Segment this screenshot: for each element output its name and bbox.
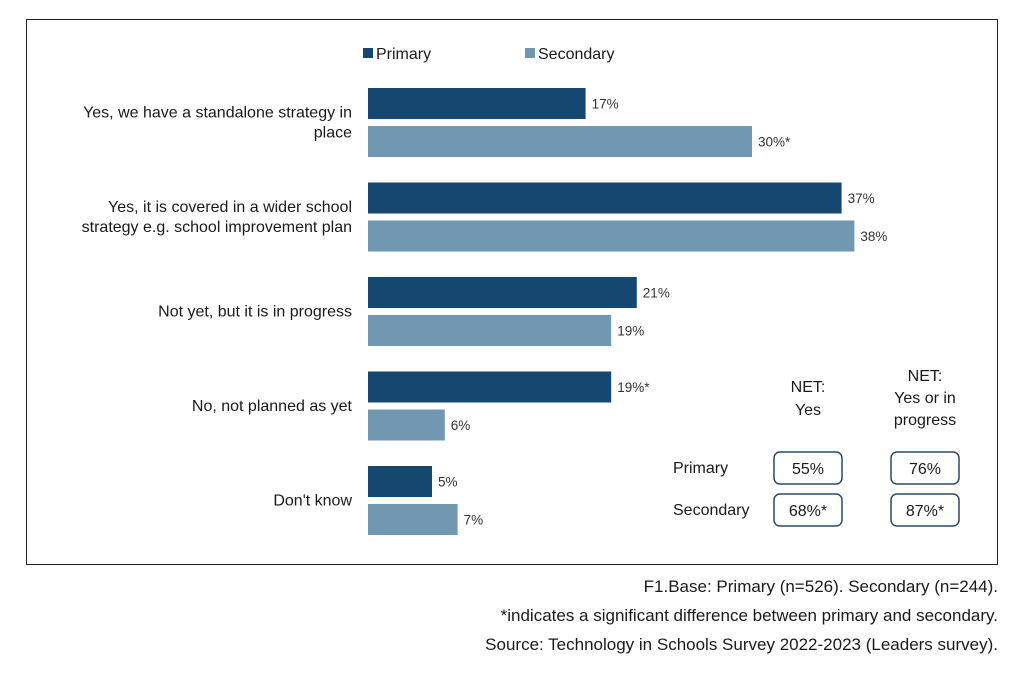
chart-frame <box>26 19 998 565</box>
bar-secondary-3 <box>368 409 445 441</box>
category-label-1: Yes, it is covered in a wider school stra… <box>82 199 352 236</box>
bar-chart: Primary Secondary 17% 30%* 37% 38% 21% 19% 19%*… <box>82 46 960 535</box>
legend: Primary Secondary <box>363 46 615 63</box>
footnote-source: Source: Technology in Schools Survey 202… <box>485 635 998 654</box>
data-label-primary-4: 5% <box>438 475 458 490</box>
legend-label-primary: Primary <box>376 46 431 63</box>
net-value-box-1-1 <box>890 493 960 527</box>
bar-primary-2 <box>368 277 637 308</box>
category-label-4: Don't know <box>273 493 352 510</box>
net-value-box-0-1 <box>890 451 960 485</box>
net-value-0-0: 55% <box>792 461 824 478</box>
net-header-0: NET: Yes <box>791 379 826 419</box>
legend-swatch-primary <box>363 48 373 58</box>
net-table: NET: Yes NET: Yes or in progress Primary 55% 76… <box>673 368 960 527</box>
footnote-base: F1.Base: Primary (n=526). Secondary (n=2… <box>643 577 998 596</box>
bar-primary-0 <box>368 88 586 119</box>
bars-group: 17% 30%* 37% 38% 21% 19% 19%* 6% 5% 7% <box>368 88 887 535</box>
data-label-primary-0: 17% <box>592 97 619 112</box>
data-label-primary-3: 19%* <box>617 380 650 395</box>
bar-secondary-4 <box>368 504 458 535</box>
data-label-secondary-1: 38% <box>860 229 887 244</box>
category-label-3: No, not planned as yet <box>192 398 353 415</box>
category-label-2: Not yet, but it is in progress <box>158 304 352 321</box>
data-label-primary-1: 37% <box>848 191 875 206</box>
net-header-1: NET: Yes or in progress <box>894 368 956 429</box>
net-value-box-0-0 <box>773 451 843 485</box>
bar-primary-4 <box>368 466 432 497</box>
data-label-primary-2: 21% <box>643 286 670 301</box>
net-value-0-1: 76% <box>909 461 941 478</box>
data-label-secondary-2: 19% <box>617 324 644 339</box>
data-label-secondary-4: 7% <box>464 513 484 528</box>
bar-secondary-2 <box>368 315 612 346</box>
bar-primary-3 <box>368 371 612 403</box>
category-label-0: Yes, we have a standalone strategy in pla… <box>83 105 352 142</box>
net-value-box-1-0 <box>773 493 843 527</box>
net-value-1-0: 68%* <box>789 503 827 520</box>
data-label-secondary-0: 30%* <box>758 135 791 150</box>
legend-label-secondary: Secondary <box>538 46 615 63</box>
footnotes: F1.Base: Primary (n=526). Secondary (n=2… <box>485 572 998 659</box>
bar-secondary-1 <box>368 220 855 252</box>
footnote-significance: *indicates a significant difference betw… <box>500 606 998 625</box>
data-label-secondary-3: 6% <box>451 418 471 433</box>
bar-secondary-0 <box>368 126 752 157</box>
bar-primary-1 <box>368 182 842 214</box>
net-row-label-1: Secondary <box>673 502 750 519</box>
net-value-1-1: 87%* <box>906 503 944 520</box>
category-labels: Yes, we have a standalone strategy in pla… <box>82 105 353 510</box>
net-row-label-0: Primary <box>673 460 728 477</box>
legend-swatch-secondary <box>525 48 535 58</box>
